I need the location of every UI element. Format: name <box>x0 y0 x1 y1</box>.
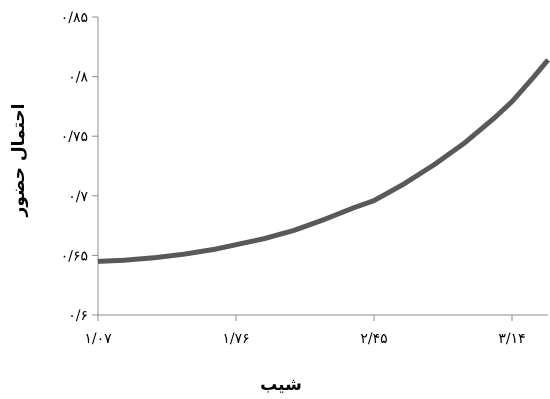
y-axis-title: احتمال حضور <box>9 104 29 218</box>
y-tick-label: ۰/۶ <box>68 308 88 324</box>
x-tick-label: ۱/۰۷ <box>84 331 112 347</box>
x-tick-label: ۳/۱۴ <box>498 331 525 347</box>
y-tick-label: ۰/۶۵ <box>61 248 88 264</box>
y-tick-label: ۰/۸۵ <box>61 10 88 26</box>
x-tick-label: ۲/۴۵ <box>360 331 387 347</box>
series-line <box>97 58 550 264</box>
axes <box>97 17 548 316</box>
x-axis-title: شیب <box>260 375 302 395</box>
series-layer <box>97 58 550 264</box>
x-tick-label: ۱/۷۶ <box>222 331 249 347</box>
y-tick-label: ۰/۸ <box>68 70 88 86</box>
y-tick-label: ۰/۷ <box>68 189 88 205</box>
x-ticks: ۱/۰۷ ۱/۷۶ ۲/۴۵ ۳/۱۴ <box>84 315 526 347</box>
y-tick-label: ۰/۷۵ <box>61 129 88 145</box>
y-ticks: ۰/۶ ۰/۶۵ ۰/۷ ۰/۷۵ ۰/۸ ۰/۸۵ <box>61 10 98 324</box>
